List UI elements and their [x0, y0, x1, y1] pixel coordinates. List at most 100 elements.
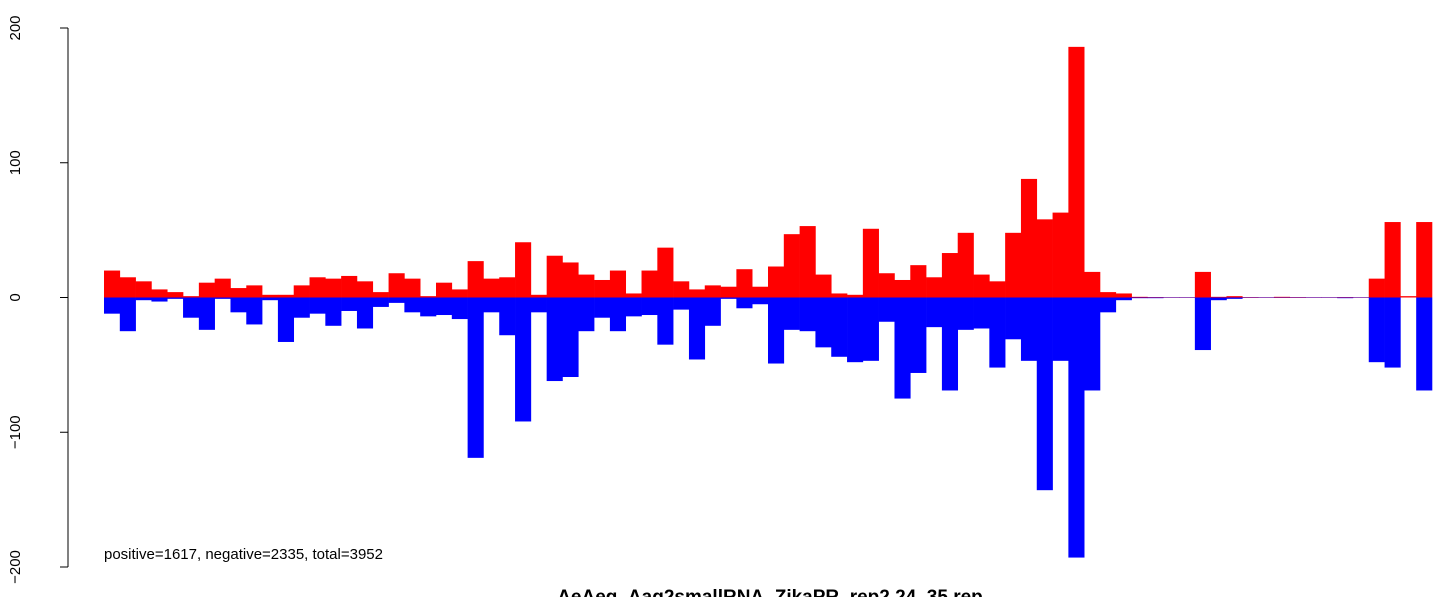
bar	[451, 289, 468, 298]
bar	[641, 297, 658, 316]
bar	[341, 297, 358, 311]
bar	[1226, 296, 1243, 298]
bar	[1273, 296, 1291, 298]
bar	[594, 279, 611, 298]
bar	[609, 297, 627, 332]
bar	[183, 297, 200, 318]
bar	[277, 297, 295, 342]
bar	[483, 278, 500, 298]
bar	[420, 296, 437, 298]
bar	[1384, 222, 1401, 298]
y-tick-label: 100	[7, 150, 24, 175]
bar	[578, 274, 595, 298]
bar	[562, 297, 579, 378]
bar	[499, 297, 516, 336]
bar	[894, 297, 911, 399]
bar	[119, 297, 136, 332]
bar	[1084, 297, 1101, 391]
bar	[183, 296, 200, 298]
bar	[941, 297, 959, 391]
bar	[388, 273, 405, 298]
bar	[436, 297, 453, 316]
bar	[926, 277, 943, 298]
bar	[878, 273, 895, 298]
bar	[783, 234, 800, 298]
bar	[768, 297, 785, 364]
bar	[1194, 271, 1211, 298]
bar	[1131, 296, 1148, 298]
bar	[1052, 212, 1069, 298]
bar	[720, 297, 737, 299]
bar	[989, 297, 1006, 368]
chart-title: AeAeg_Aag2smallRNA_ZikaPR_rep2.24_35.rep	[557, 587, 983, 597]
bar	[973, 274, 990, 298]
bar	[388, 297, 405, 303]
bar	[736, 269, 753, 298]
bar	[894, 279, 911, 298]
bar	[704, 297, 721, 326]
bar	[1194, 297, 1211, 351]
bar	[957, 232, 974, 298]
bar	[262, 297, 279, 301]
bar	[546, 297, 563, 382]
bar	[1337, 297, 1354, 299]
bar	[1020, 297, 1038, 361]
bar	[341, 275, 358, 298]
bar	[451, 297, 468, 320]
bar	[404, 297, 421, 313]
bar	[1416, 297, 1433, 391]
bar	[578, 297, 595, 332]
bar	[214, 297, 231, 299]
bar	[246, 285, 263, 298]
bar	[530, 297, 547, 313]
bar	[1400, 296, 1417, 298]
bar	[404, 278, 421, 298]
bar	[325, 297, 342, 326]
bar	[277, 294, 295, 298]
bar	[768, 266, 785, 298]
bar	[467, 297, 484, 458]
bar	[1210, 296, 1227, 298]
bar	[815, 297, 832, 348]
y-tick-label: 0	[7, 293, 24, 301]
bar	[704, 285, 721, 298]
bar	[325, 278, 342, 298]
bar	[752, 297, 769, 305]
bar	[1210, 297, 1227, 301]
bar	[752, 286, 769, 298]
bar	[673, 297, 690, 310]
bar	[562, 262, 579, 298]
bar	[1368, 297, 1385, 363]
bar	[1384, 297, 1401, 368]
bar	[530, 294, 547, 298]
bar	[436, 282, 453, 298]
bar	[831, 293, 848, 298]
bar	[167, 297, 184, 299]
bar	[1147, 297, 1164, 299]
bar	[625, 297, 642, 317]
bar	[847, 294, 864, 298]
bar	[230, 297, 247, 313]
bar	[515, 242, 532, 298]
bar	[1005, 232, 1022, 298]
bar	[847, 297, 864, 363]
bar	[1100, 292, 1117, 298]
bar	[356, 281, 374, 298]
bar	[230, 288, 247, 298]
bar	[372, 292, 389, 298]
bar	[1036, 297, 1053, 491]
bar	[657, 297, 674, 345]
bar	[1084, 271, 1101, 298]
bar	[1115, 293, 1132, 298]
bar	[246, 297, 263, 325]
bar	[467, 261, 484, 298]
y-tick-label: −100	[7, 415, 24, 449]
bar	[104, 297, 121, 314]
bar	[926, 297, 943, 328]
bar	[515, 297, 532, 422]
bar	[720, 286, 737, 298]
bar	[151, 297, 168, 302]
bar	[262, 294, 279, 298]
bar	[372, 297, 389, 307]
bar	[293, 285, 310, 298]
